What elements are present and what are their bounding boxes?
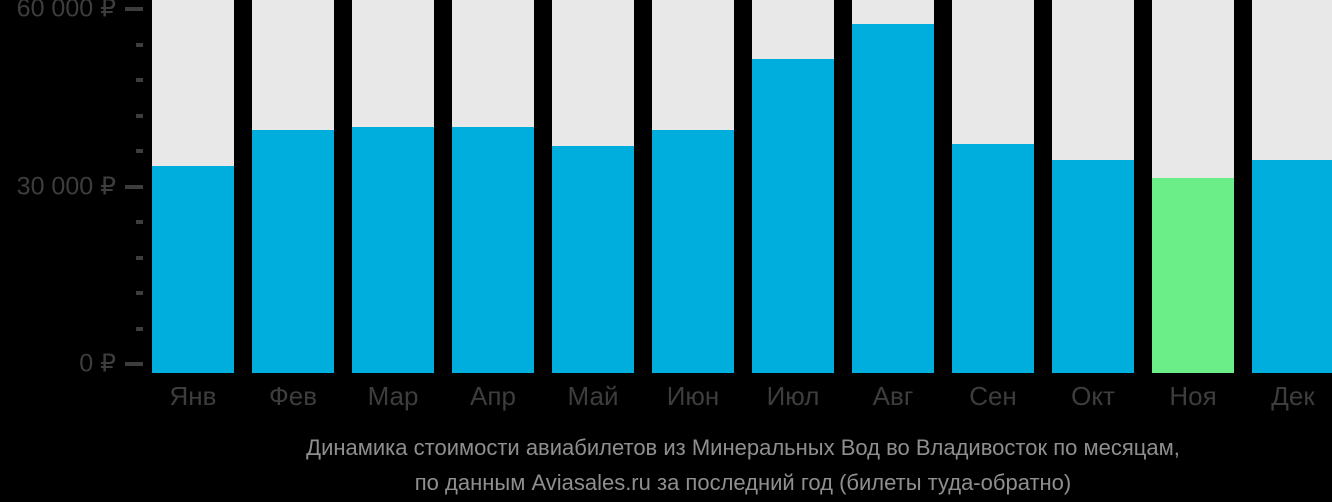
- chart-title: Динамика стоимости авиабилетов из Минера…: [306, 435, 1180, 496]
- y-minor-tick-18000: [136, 255, 143, 260]
- bar-jan[interactable]: [152, 165, 234, 373]
- y-axis-label-0: 0 ₽: [79, 349, 116, 378]
- x-axis-label-aug: Авг: [872, 381, 914, 411]
- y-major-tick-0: [125, 362, 143, 366]
- x-axis-label-dec: Дек: [1271, 381, 1315, 411]
- x-axis-label-apr: Апр: [470, 381, 516, 411]
- x-axis-label-may: Май: [567, 381, 619, 411]
- bar-may[interactable]: [552, 146, 634, 373]
- x-axis-label-jun: Июн: [666, 381, 720, 411]
- y-major-tick-30000: [125, 184, 143, 189]
- chart-title-line2: по данным Aviasales.ru за последний год …: [414, 470, 1072, 495]
- x-axis-label-jul: Июл: [766, 381, 820, 411]
- bar-aug[interactable]: [852, 23, 934, 373]
- x-axis-label-sep: Сен: [969, 381, 1017, 411]
- y-minor-tick-48000: [136, 78, 143, 82]
- y-axis-label-60000: 60 000 ₽: [16, 0, 116, 23]
- bar-feb[interactable]: [252, 130, 334, 373]
- y-minor-tick-24000: [136, 220, 143, 224]
- bar-sep[interactable]: [952, 143, 1034, 373]
- bar-nov[interactable]: [1152, 177, 1234, 373]
- x-axis-label-jan: Янв: [169, 381, 217, 411]
- y-minor-tick-12000: [136, 291, 143, 295]
- y-major-tick-60000: [125, 7, 143, 11]
- y-minor-tick-6000: [136, 326, 143, 331]
- y-minor-tick-36000: [136, 149, 143, 153]
- y-minor-tick-42000: [136, 113, 143, 118]
- bar-dec[interactable]: [1252, 160, 1332, 373]
- bar-jul[interactable]: [752, 59, 834, 373]
- x-axis-label-nov: Ноя: [1169, 381, 1217, 411]
- x-axis-label-oct: Окт: [1071, 381, 1115, 411]
- bar-jun[interactable]: [652, 130, 734, 373]
- y-minor-tick-54000: [136, 42, 143, 47]
- bar-apr[interactable]: [452, 127, 534, 373]
- y-axis-label-30000: 30 000 ₽: [16, 172, 116, 200]
- x-axis-label-feb: Фев: [268, 381, 318, 411]
- x-axis-label-mar: Мар: [367, 381, 419, 411]
- chart-title-line1: Динамика стоимости авиабилетов из Минера…: [306, 435, 1180, 460]
- bar-mar[interactable]: [352, 127, 434, 373]
- bar-oct[interactable]: [1052, 160, 1134, 373]
